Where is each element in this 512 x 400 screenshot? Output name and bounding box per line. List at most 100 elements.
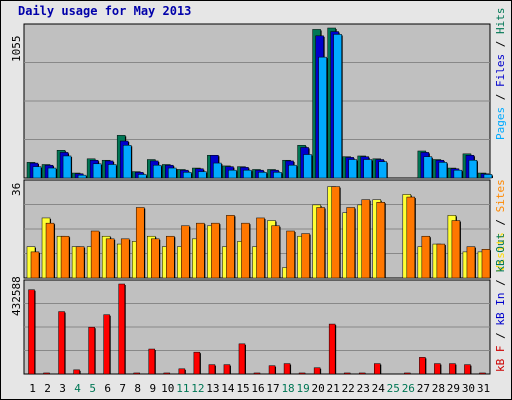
- top-bar-pages: [423, 156, 433, 179]
- x-tick-label: 20: [312, 382, 325, 395]
- top-bar-pages: [137, 174, 147, 179]
- bottom-bar-kb-f: [464, 364, 471, 375]
- x-tick-label: 30: [462, 382, 475, 395]
- top-bar-pages: [47, 167, 57, 179]
- top-bar-pages: [32, 166, 42, 179]
- bottom-bar-kb-f: [238, 343, 246, 375]
- middle-bar-sites: [421, 235, 431, 279]
- bottom-bar-kb-f: [343, 372, 351, 375]
- top-bar-pages: [62, 155, 72, 179]
- bottom-bar-kb-f: [133, 372, 140, 375]
- middle-bar-sites: [90, 230, 100, 279]
- top-bar-pages: [363, 159, 372, 179]
- bottom-bar-kb-f: [223, 364, 231, 375]
- x-tick-label: 11: [176, 382, 189, 395]
- middle-bar-sites: [196, 222, 205, 279]
- bottom-bar-kb-f: [253, 372, 261, 375]
- bottom-bar-kb-f: [268, 365, 276, 375]
- middle-bar-sites: [271, 225, 280, 279]
- x-tick-label: 6: [104, 382, 111, 395]
- middle-bar-sites: [376, 202, 385, 279]
- top-bar-pages: [258, 172, 267, 179]
- x-tick-label: 22: [342, 382, 355, 395]
- middle-bar-sites: [151, 238, 160, 279]
- x-tick-label: 18: [281, 382, 294, 395]
- top-bar-pages: [378, 161, 387, 179]
- bottom-bar-kb-f: [193, 351, 201, 375]
- top-bar-pages: [153, 164, 162, 179]
- chart-title: Daily usage for May 2013: [18, 4, 192, 18]
- middle-bar-sites: [60, 235, 70, 279]
- middle-bar-sites: [30, 251, 40, 279]
- middle-bar-sites: [451, 220, 461, 279]
- bottom-bar-kb-f: [178, 368, 186, 375]
- top-bar-pages: [348, 159, 357, 179]
- bottom-bar-kb-f: [479, 372, 486, 375]
- top-bar-pages: [303, 154, 312, 179]
- middle-bar-sites: [256, 217, 265, 279]
- top-bar-pages: [438, 162, 448, 179]
- middle-bar-sites: [466, 246, 476, 279]
- bottom-bar-kb-f: [358, 372, 366, 375]
- middle-bar-sites: [481, 249, 491, 279]
- bottom-bar-kb-f: [313, 367, 321, 375]
- bottom-bar-kb-f: [328, 323, 336, 375]
- x-tick-label: 1: [29, 382, 36, 395]
- x-tick-label: 31: [477, 382, 490, 395]
- top-bar-pages: [243, 169, 252, 179]
- bottom-bar-kb-f: [434, 363, 441, 375]
- bottom-bar-kb-f: [404, 372, 411, 375]
- middle-bar-sites: [120, 238, 130, 279]
- x-tick-label: 15: [236, 382, 249, 395]
- x-tick-label: 10: [161, 382, 174, 395]
- top-bar-pages: [168, 167, 177, 179]
- top-bar-pages: [198, 171, 207, 179]
- middle-bar-sites: [286, 230, 295, 279]
- bottom-bar-kb-f: [73, 369, 80, 375]
- bottom-bar-kb-f: [43, 372, 50, 375]
- middle-bar-sites: [316, 207, 325, 279]
- middle-bar-sites: [361, 199, 370, 279]
- top-bar-pages: [122, 145, 132, 179]
- middle-bar-sites: [211, 222, 220, 279]
- middle-bar-sites: [166, 235, 175, 279]
- bottom-bar-kb-f: [28, 289, 35, 375]
- x-tick-label: 21: [327, 382, 340, 395]
- top-bar-pages: [333, 34, 342, 179]
- middle-bar-sites: [406, 196, 416, 279]
- middle-bar-sites: [436, 243, 446, 279]
- middle-bar-sites: [45, 222, 55, 279]
- top-bar-pages: [453, 169, 463, 179]
- bottom-bar-kb-f: [419, 357, 426, 375]
- x-tick-label: 23: [357, 382, 370, 395]
- top-bar-pages: [77, 174, 87, 179]
- middle-bar-sites: [301, 233, 310, 279]
- top-bar-pages: [483, 174, 493, 179]
- bottom-bar-kb-f: [374, 363, 381, 375]
- middle-bar-sites: [346, 207, 355, 279]
- x-tick-label: 29: [447, 382, 460, 395]
- x-tick-label: 8: [134, 382, 141, 395]
- middle-bar-sites: [241, 222, 250, 279]
- x-tick-label: 26: [402, 382, 415, 395]
- x-tick-label: 24: [372, 382, 386, 395]
- x-tick-label: 5: [89, 382, 96, 395]
- top-bar-pages: [288, 164, 297, 179]
- x-tick-label: 19: [296, 382, 309, 395]
- x-tick-label: 14: [221, 382, 235, 395]
- x-tick-label: 27: [417, 382, 430, 395]
- x-tick-label: 28: [432, 382, 445, 395]
- middle-bar-sites: [331, 186, 340, 279]
- x-tick-label: 17: [266, 382, 279, 395]
- bottom-bar-kb-f: [118, 283, 125, 375]
- x-tick-label: 16: [251, 382, 264, 395]
- middle-bar-sites: [226, 215, 235, 279]
- middle-bar-sites: [75, 246, 85, 279]
- middle-bar-sites: [181, 225, 190, 279]
- top-bar-pages: [107, 164, 117, 179]
- x-tick-label: 9: [149, 382, 156, 395]
- top-bar-pages: [468, 159, 478, 179]
- x-tick-label: 13: [206, 382, 219, 395]
- x-tick-label: 7: [119, 382, 126, 395]
